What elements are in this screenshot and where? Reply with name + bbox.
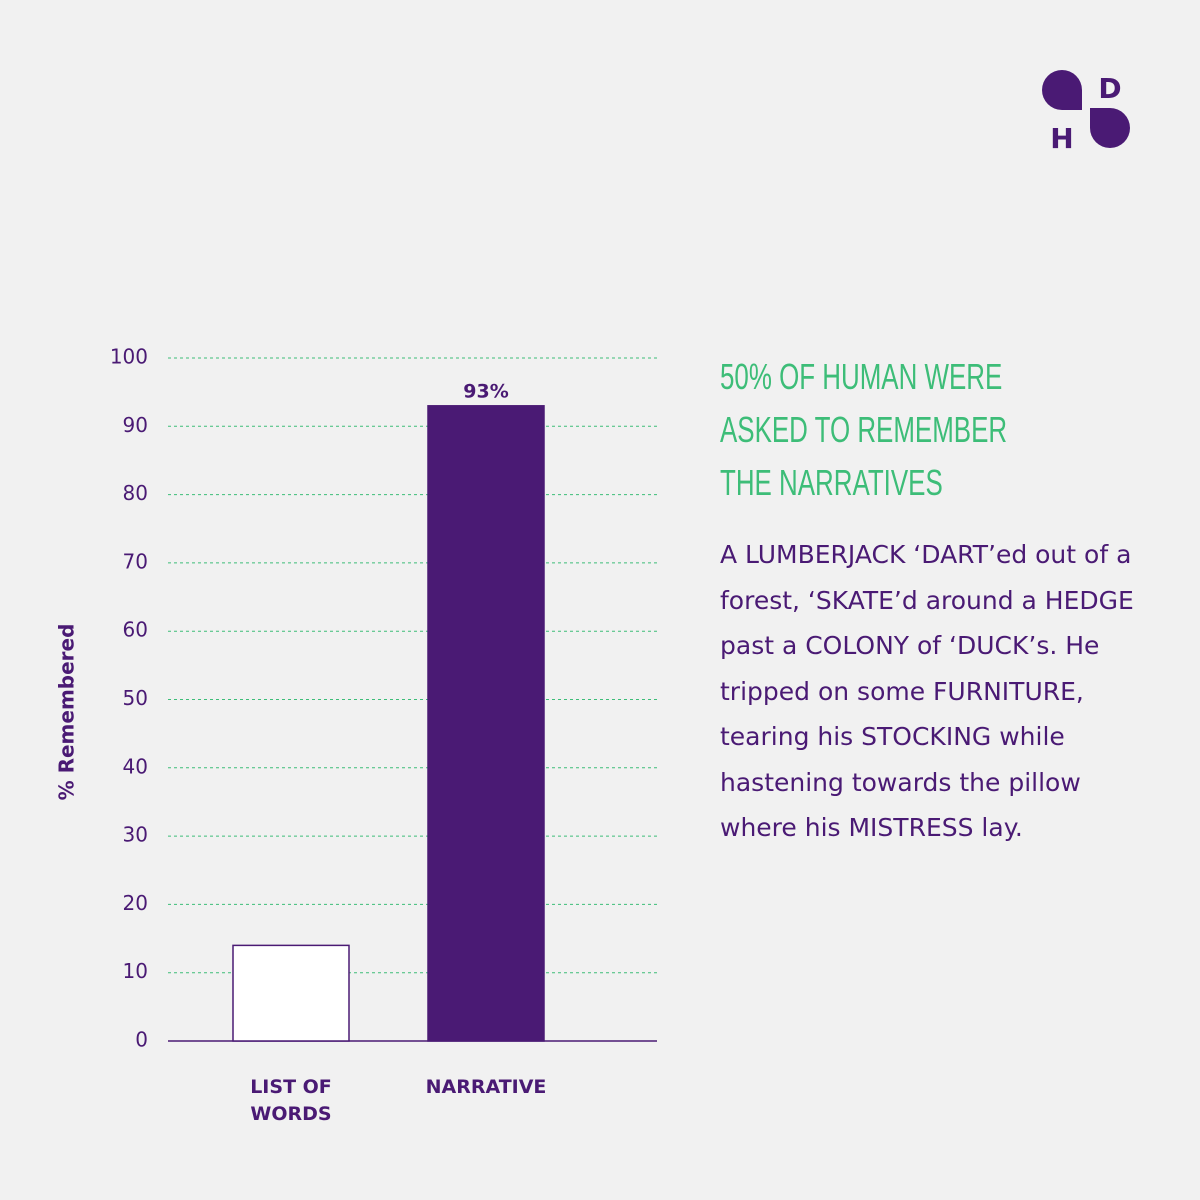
y-tick-label: 70 bbox=[123, 549, 148, 573]
logo: D H bbox=[1042, 70, 1130, 155]
y-tick-label: 100 bbox=[110, 345, 148, 369]
bar bbox=[427, 405, 545, 1042]
y-tick-label: 80 bbox=[123, 481, 148, 505]
bar bbox=[232, 944, 350, 1042]
y-tick-label: 60 bbox=[123, 618, 148, 642]
y-tick-label: 90 bbox=[123, 413, 148, 437]
heading-line: ASKED TO REMEMBER bbox=[720, 409, 1008, 450]
x-tick-label: NARRATIVE bbox=[425, 1076, 547, 1098]
x-tick-label: LIST OF WORDS bbox=[250, 1076, 332, 1125]
heading-line: THE NARRATIVES bbox=[720, 462, 943, 503]
y-tick-label: 40 bbox=[123, 754, 148, 778]
heading: 50% OF HUMAN WERE ASKED TO REMEMBER THE NA… bbox=[720, 350, 1007, 509]
heading-line: 50% OF HUMAN WERE bbox=[720, 356, 1003, 397]
value-label: 93% bbox=[463, 380, 508, 402]
logo-letter: H bbox=[1050, 122, 1073, 155]
y-tick-label: 10 bbox=[123, 959, 148, 983]
y-tick-label: 50 bbox=[123, 686, 148, 710]
logo-letter: D bbox=[1098, 72, 1121, 105]
body-text: A LUMBERJACK ‘DART’ed out of a forest, ‘… bbox=[720, 540, 1134, 842]
y-tick-label: 30 bbox=[123, 823, 148, 847]
y-tick-label: 0 bbox=[135, 1028, 148, 1052]
y-tick-label: 20 bbox=[123, 891, 148, 915]
y-axis-label: % Remembered bbox=[55, 624, 79, 801]
